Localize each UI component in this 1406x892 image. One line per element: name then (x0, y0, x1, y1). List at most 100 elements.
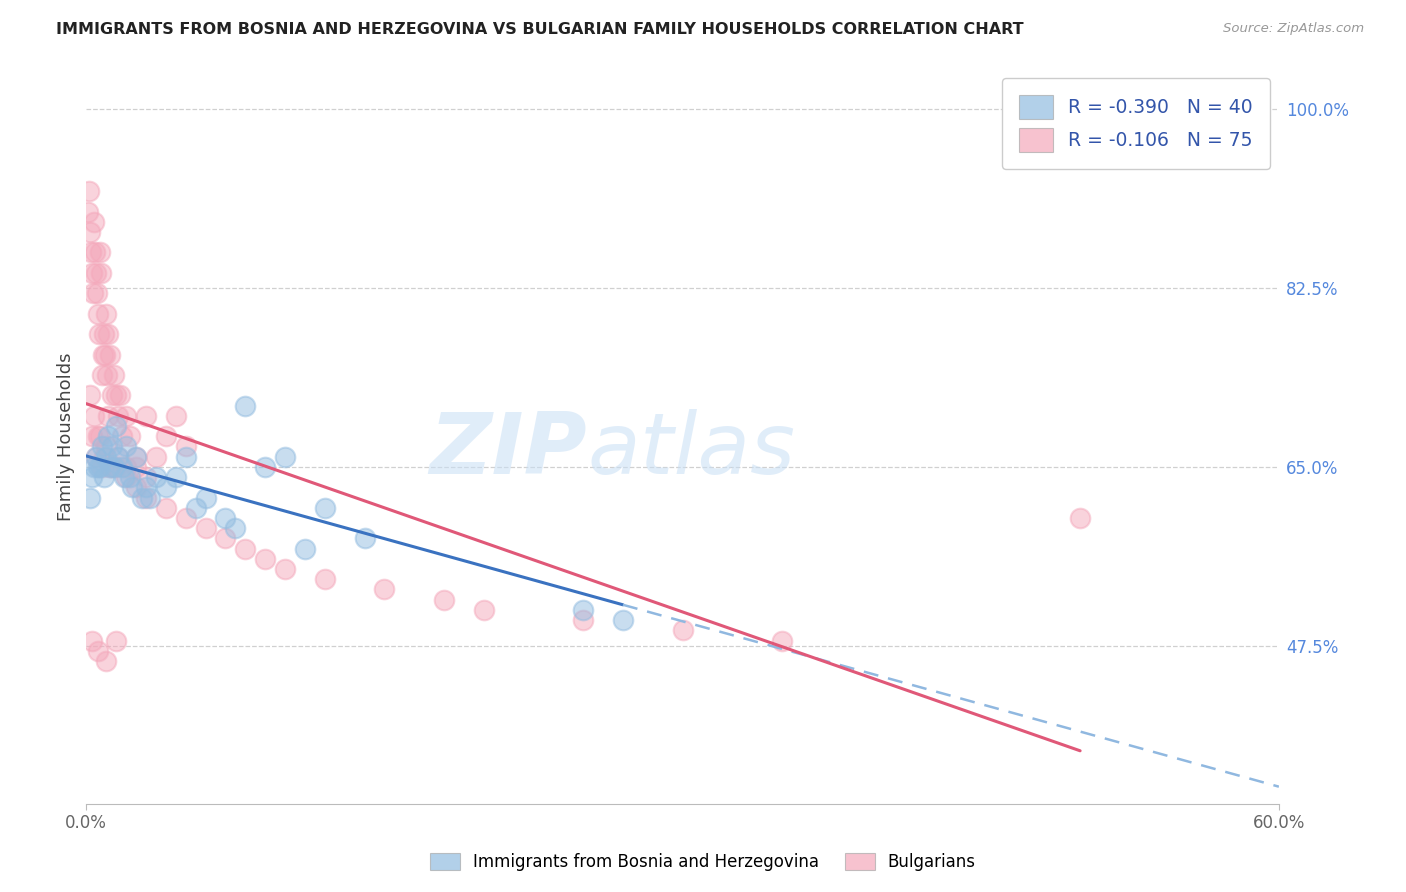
Point (97, 409, 120, 423)
Point (274, 450, 297, 464)
Point (224, 521, 246, 535)
Point (98, 459, 121, 474)
Point (174, 511, 197, 525)
Point (135, 470, 157, 484)
Point (145, 450, 167, 464)
Point (83, 459, 105, 474)
Point (118, 470, 141, 484)
Point (373, 582, 395, 597)
Point (82, 286, 104, 301)
Point (105, 388, 128, 402)
Point (83, 215, 105, 229)
Point (433, 592, 456, 607)
Point (671, 624, 693, 638)
Point (82, 429, 104, 443)
Point (98, 347, 121, 361)
Point (135, 480, 157, 494)
Point (233, 541, 256, 556)
Point (274, 562, 297, 576)
Point (145, 470, 167, 484)
Point (82, 266, 104, 280)
Point (87, 644, 110, 658)
Point (112, 470, 135, 484)
Point (94, 347, 117, 361)
Point (84, 266, 107, 280)
Point (91, 368, 114, 382)
Point (105, 459, 128, 474)
Point (118, 429, 141, 443)
Point (135, 491, 157, 505)
Point (96, 450, 118, 464)
Point (125, 450, 148, 464)
Point (107, 409, 129, 423)
Text: IMMIGRANTS FROM BOSNIA AND HERZEGOVINA VS BULGARIAN FAMILY HOUSEHOLDS CORRELATIO: IMMIGRANTS FROM BOSNIA AND HERZEGOVINA V… (56, 22, 1024, 37)
Point (87, 307, 110, 321)
Point (84, 450, 107, 464)
Point (294, 541, 316, 556)
Point (472, 603, 495, 617)
Point (107, 450, 129, 464)
Point (115, 470, 138, 484)
Point (84, 245, 107, 260)
Point (254, 551, 277, 566)
Point (115, 440, 138, 454)
Text: Source: ZipAtlas.com: Source: ZipAtlas.com (1223, 22, 1364, 36)
Point (353, 532, 375, 546)
Point (184, 500, 207, 515)
Point (1069, 511, 1091, 525)
Point (98, 459, 121, 474)
Point (101, 459, 124, 474)
Legend: Immigrants from Bosnia and Herzegovina, Bulgarians: Immigrants from Bosnia and Herzegovina, … (422, 845, 984, 880)
Point (101, 440, 124, 454)
Point (165, 409, 187, 423)
Point (314, 500, 336, 515)
Point (131, 491, 153, 505)
Point (233, 399, 256, 413)
Point (77, 204, 100, 219)
Point (572, 603, 595, 617)
Point (108, 388, 131, 402)
Point (105, 633, 128, 648)
Point (91, 440, 114, 454)
Point (174, 440, 197, 454)
Point (82, 633, 104, 648)
Point (80, 245, 103, 260)
Point (125, 459, 148, 474)
Point (96, 368, 118, 382)
Point (83, 409, 105, 423)
Point (89, 245, 111, 260)
Point (254, 459, 277, 474)
Point (194, 491, 217, 505)
Point (121, 480, 143, 494)
Point (77, 184, 100, 198)
Text: ZIP: ZIP (430, 409, 588, 492)
Point (214, 511, 236, 525)
Point (93, 327, 115, 342)
Point (97, 327, 120, 342)
Point (82, 470, 104, 484)
Y-axis label: Family Households: Family Households (58, 352, 75, 521)
Legend: R = -0.390   N = 40, R = -0.106   N = 75: R = -0.390 N = 40, R = -0.106 N = 75 (1002, 78, 1270, 169)
Point (87, 429, 110, 443)
Point (89, 429, 111, 443)
Point (770, 633, 793, 648)
Point (79, 225, 101, 239)
Point (96, 654, 118, 668)
Point (135, 409, 157, 423)
Point (572, 613, 595, 627)
Point (87, 459, 110, 474)
Point (93, 470, 115, 484)
Point (105, 419, 128, 434)
Point (115, 409, 138, 423)
Point (107, 450, 129, 464)
Point (125, 450, 148, 464)
Point (111, 459, 134, 474)
Point (89, 459, 111, 474)
Point (165, 470, 187, 484)
Point (93, 450, 115, 464)
Point (79, 491, 101, 505)
Point (79, 388, 101, 402)
Point (103, 368, 125, 382)
Point (90, 266, 112, 280)
Point (86, 286, 108, 301)
